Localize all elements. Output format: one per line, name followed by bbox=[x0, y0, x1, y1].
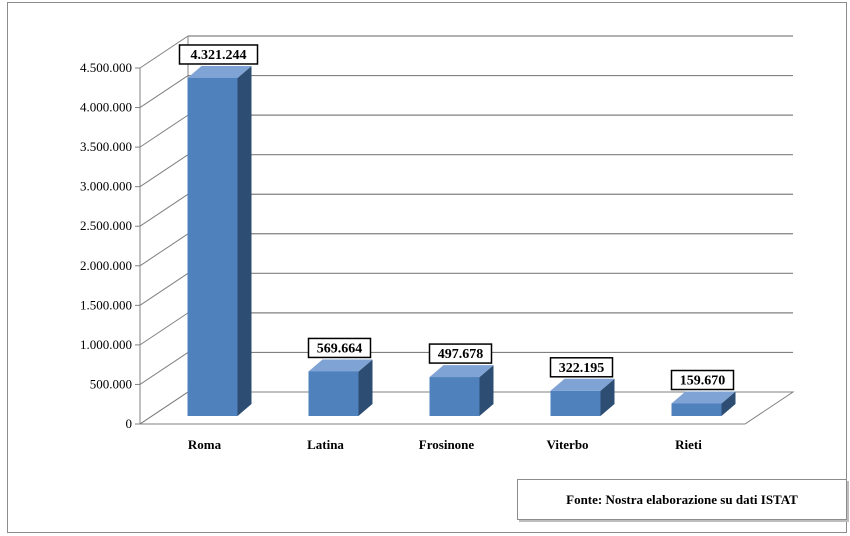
data-label-box bbox=[307, 337, 372, 359]
chart-frame bbox=[7, 2, 847, 533]
gridline-diagonal bbox=[139, 312, 189, 346]
y-tick-label: 4.500.000 bbox=[80, 60, 132, 75]
x-category-label: Frosinone bbox=[419, 437, 475, 452]
data-label: 4.321.244 bbox=[191, 48, 247, 63]
y-tick-label: 2.500.000 bbox=[80, 218, 132, 233]
gridline-diagonal bbox=[139, 154, 189, 188]
data-label: 569.664 bbox=[317, 341, 363, 356]
bar-side bbox=[600, 378, 615, 416]
data-label-box bbox=[549, 357, 614, 378]
bar-side bbox=[358, 359, 373, 416]
x-category-label: Latina bbox=[307, 437, 344, 452]
y-tick-label: 1.500.000 bbox=[80, 297, 132, 312]
y-tick-label: 500.000 bbox=[90, 376, 132, 391]
bar-top bbox=[308, 359, 373, 372]
bar-rieti bbox=[671, 403, 722, 416]
bar-side bbox=[237, 65, 252, 416]
y-tick-label: 3.000.000 bbox=[80, 179, 132, 194]
data-label: 322.195 bbox=[559, 361, 605, 376]
y-tick-label: 0 bbox=[126, 416, 133, 431]
y-tick-label: 3.500.000 bbox=[80, 139, 132, 154]
gridline-diagonal bbox=[139, 35, 189, 69]
x-category-label: Rieti bbox=[675, 437, 702, 452]
y-tick-label: 2.000.000 bbox=[80, 258, 132, 273]
bar-side bbox=[479, 365, 494, 416]
bar-latina bbox=[308, 371, 359, 416]
gridline-diagonal bbox=[139, 114, 189, 148]
gridline-diagonal bbox=[139, 233, 189, 267]
bar-roma bbox=[187, 77, 238, 416]
source-note: Fonte: Nostra elaborazione su dati ISTAT bbox=[517, 479, 847, 520]
bar-top bbox=[429, 365, 494, 378]
data-label: 159.670 bbox=[680, 374, 726, 389]
bar-frosinone bbox=[429, 377, 480, 416]
y-tick-label: 4.000.000 bbox=[80, 100, 132, 115]
data-label-box bbox=[428, 343, 493, 364]
x-category-label: Viterbo bbox=[546, 437, 588, 452]
gridline-diagonal bbox=[139, 352, 189, 385]
bar-viterbo bbox=[550, 390, 601, 416]
gridline-diagonal bbox=[139, 272, 189, 306]
gridline-diagonal bbox=[139, 391, 189, 425]
gridline-diagonal bbox=[139, 193, 189, 227]
bar-top bbox=[671, 391, 736, 404]
bar-side bbox=[721, 391, 736, 416]
data-label-box bbox=[178, 44, 259, 65]
gridline-diagonal bbox=[139, 75, 189, 108]
bar-top bbox=[187, 65, 252, 78]
x-category-label: Roma bbox=[188, 437, 222, 452]
data-label: 497.678 bbox=[438, 347, 484, 362]
y-tick-label: 1.000.000 bbox=[80, 337, 132, 352]
bar-top bbox=[550, 378, 615, 391]
data-label-box bbox=[670, 369, 735, 391]
